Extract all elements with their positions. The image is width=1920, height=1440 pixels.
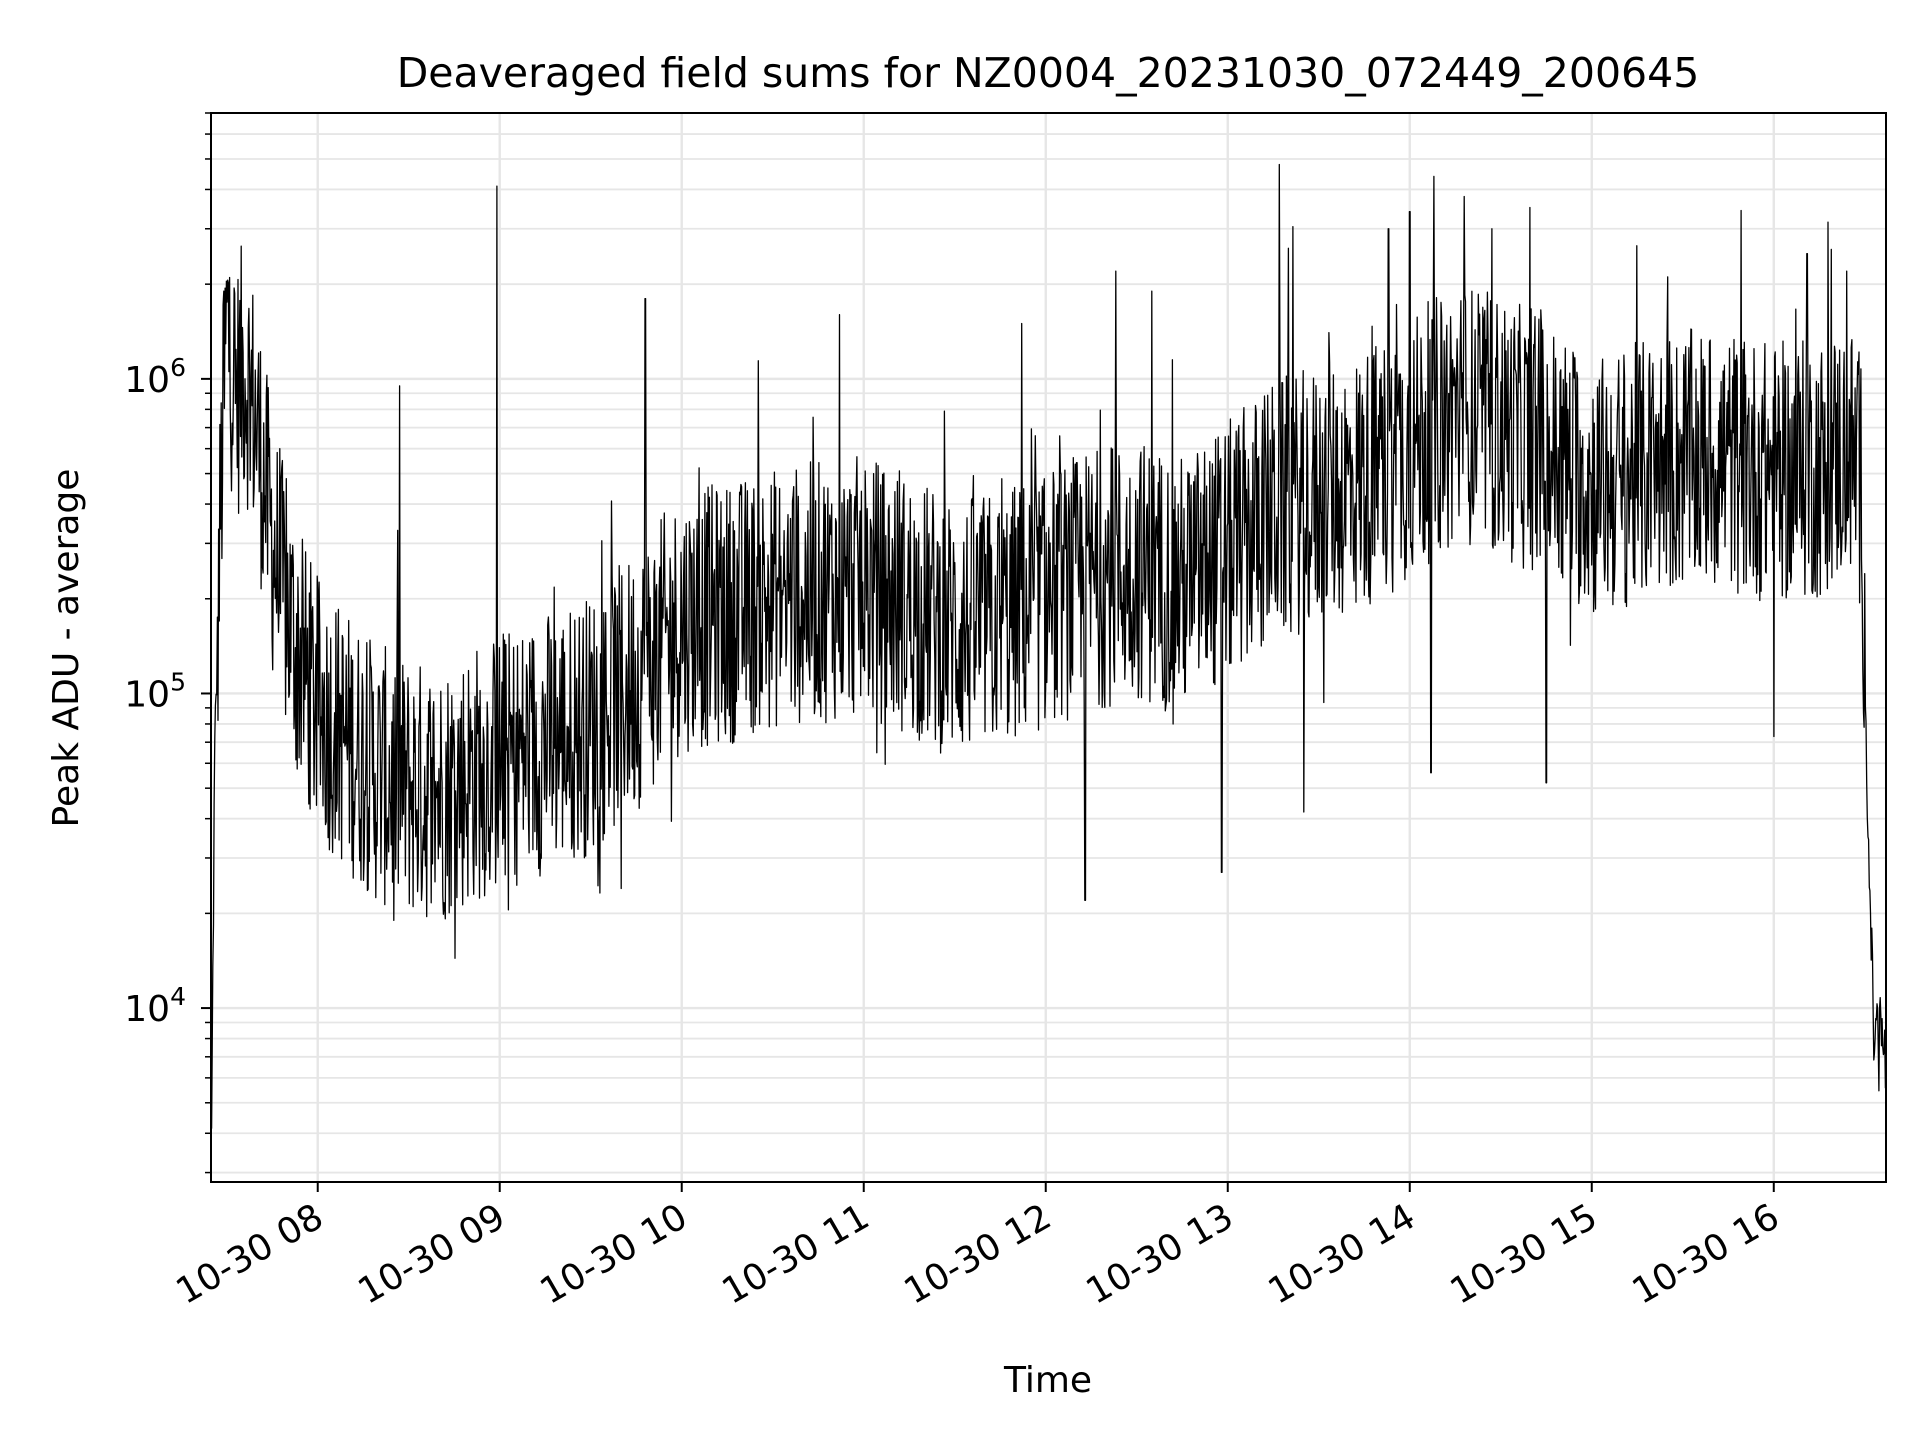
chart-title: Deaveraged field sums for NZ0004_2023103… [397,49,1700,97]
y-axis-label: Peak ADU - average [46,469,87,828]
y-tick-label: 106 [124,353,186,401]
plot-area [210,112,1887,1183]
y-tick-label: 105 [124,667,186,715]
y-axis: 104 105 106 [124,112,211,1174]
plot-frame [210,112,1887,1183]
series-line [210,163,1887,1129]
x-axis-label: Time [1003,1360,1092,1401]
y-tick-label: 104 [124,982,186,1030]
